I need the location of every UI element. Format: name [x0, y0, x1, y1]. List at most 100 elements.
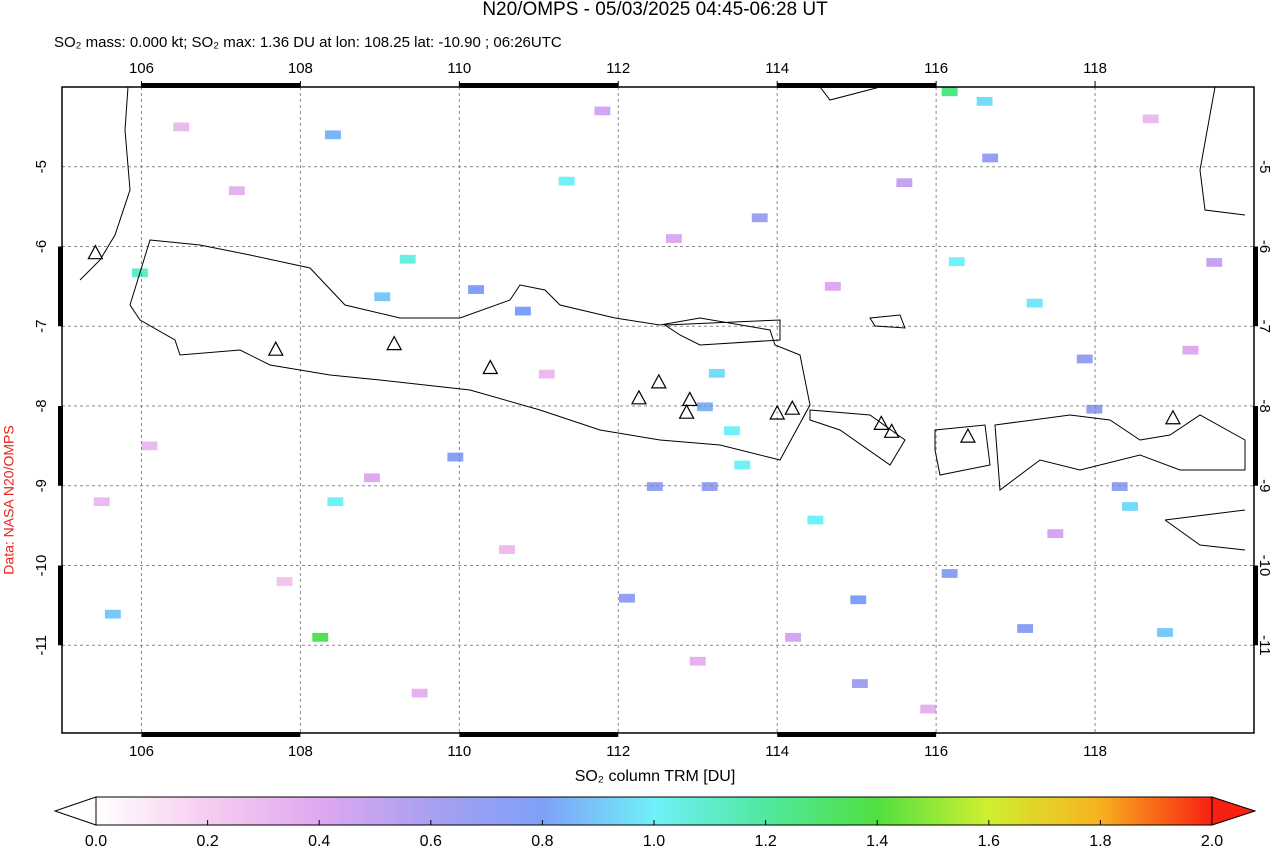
so2-pixel — [312, 632, 329, 642]
coastline — [809, 409, 906, 466]
so2-pixel — [327, 497, 344, 507]
colorbar-tick-label: 0.0 — [85, 833, 107, 850]
x-tick-label-top: 110 — [447, 60, 471, 77]
so2-pixel — [447, 452, 464, 462]
so2-pixel — [141, 441, 158, 451]
coastline — [79, 86, 131, 281]
coastline — [934, 424, 991, 476]
so2-pixel — [228, 186, 245, 196]
frame-bar — [459, 732, 619, 737]
so2-pixel — [325, 130, 341, 140]
y-tick-label-right: -5 — [1256, 160, 1272, 173]
x-tick-label: 110 — [447, 743, 471, 760]
volcano — [678, 403, 695, 419]
so2-pixel — [646, 482, 663, 491]
frame-bar — [141, 732, 301, 737]
frame-bar — [777, 732, 937, 737]
y-tick-label: -10 — [33, 555, 50, 577]
so2-pixel — [941, 569, 958, 578]
map-background — [62, 87, 1254, 733]
colorbar-tick-label: 1.4 — [866, 833, 888, 850]
volcano — [769, 404, 786, 420]
so2-pixel — [558, 176, 575, 186]
chart-title: N20/OMPS - 05/03/2025 04:45-06:28 UT — [482, 0, 828, 20]
colorbar-tick-label: 0.4 — [308, 833, 330, 850]
x-tick-label-top: 118 — [1083, 60, 1107, 77]
so2-pixel — [499, 545, 515, 554]
so2-pixel — [1122, 502, 1138, 511]
so2-pixel — [411, 688, 428, 698]
so2-pixel — [785, 632, 802, 642]
so2-pixel — [850, 595, 867, 605]
coastlines — [79, 86, 1246, 551]
y-tick-label: -7 — [33, 320, 50, 333]
volcano — [630, 389, 647, 405]
so2-pixel — [708, 368, 725, 378]
so2-pixel — [665, 234, 682, 243]
x-tick-label-top: 114 — [765, 60, 789, 77]
volcano — [784, 399, 801, 415]
colorbar: 0.0 0.2 0.4 0.6 0.8 1.0 1.2 1.4 1.6 1.8 2.0 — [53, 796, 1257, 850]
overlay: 106 106 108 108 110 110 112 112 114 114 116 116 118 1… — [33, 60, 1272, 760]
coastline — [1199, 86, 1246, 216]
so2-pixel — [689, 656, 706, 666]
map-frame — [61, 86, 1255, 734]
volcano — [883, 423, 900, 438]
y-tick-label-right: -6 — [1256, 240, 1272, 253]
x-tick-label-top: 106 — [129, 60, 154, 77]
so2-pixel — [399, 254, 416, 264]
y-tick-label: -11 — [33, 635, 50, 656]
coastline — [994, 414, 1246, 491]
volcano — [482, 359, 499, 375]
so2-pixel — [1026, 298, 1043, 308]
map-area — [62, 87, 1254, 733]
so2-pixel — [1076, 354, 1093, 364]
frame-bar — [1253, 565, 1258, 646]
volcano — [681, 391, 698, 407]
x-tick-label: 108 — [288, 743, 313, 760]
coastline — [819, 86, 881, 101]
so2-pixel — [851, 679, 868, 688]
x-tick-label: 116 — [924, 743, 948, 760]
y-tick-label: -5 — [33, 160, 50, 173]
credit: Data: NASA N20/OMPS — [1, 425, 17, 574]
so2-pixel — [1142, 114, 1159, 124]
so2-pixel — [173, 122, 190, 132]
colorbar-tick-label: 2.0 — [1201, 833, 1223, 850]
so2-pixel — [1111, 482, 1128, 491]
x-tick-label: 112 — [606, 743, 630, 760]
colorbar-tick-label: 1.2 — [754, 833, 776, 850]
so2-pixel — [104, 609, 121, 619]
so2-pixel — [976, 96, 993, 106]
y-tick-label: -6 — [33, 240, 50, 253]
so2-pixel — [619, 593, 635, 603]
x-tick-label-top: 112 — [606, 60, 630, 77]
volcano — [650, 373, 667, 389]
x-tick-label-top: 108 — [288, 60, 313, 77]
volcano — [873, 415, 890, 430]
frame-bar — [58, 406, 63, 486]
so2-pixel — [594, 106, 611, 116]
so2-pixel — [1157, 628, 1173, 637]
so2-pixel — [807, 515, 824, 525]
frame-bar — [58, 246, 63, 327]
colorbar-label: SO₂ column TRM [DU] — [575, 768, 736, 785]
colorbar-extend-low — [53, 796, 97, 826]
so2-pixel — [723, 426, 740, 436]
x-tick-label-top: 116 — [924, 60, 948, 77]
so2-pixel — [1206, 258, 1223, 267]
colorbar-tick-label: 0.8 — [531, 833, 553, 850]
colorbar-tick-label: 0.2 — [196, 833, 218, 850]
coastline — [1164, 509, 1246, 551]
colorbar-tick-label: 1.0 — [643, 833, 665, 850]
chart-subtitle: SO₂ mass: 0.000 kt; SO₂ max: 1.36 DU at … — [54, 34, 562, 51]
frame-bar — [459, 83, 619, 88]
coastline — [869, 314, 906, 329]
x-tick-label: 114 — [765, 743, 789, 760]
so2-pixel — [468, 285, 484, 294]
volcano — [87, 244, 104, 260]
volcano — [267, 340, 284, 356]
y-tick-label-right: -8 — [1256, 399, 1272, 412]
frame-bar — [1253, 406, 1258, 486]
